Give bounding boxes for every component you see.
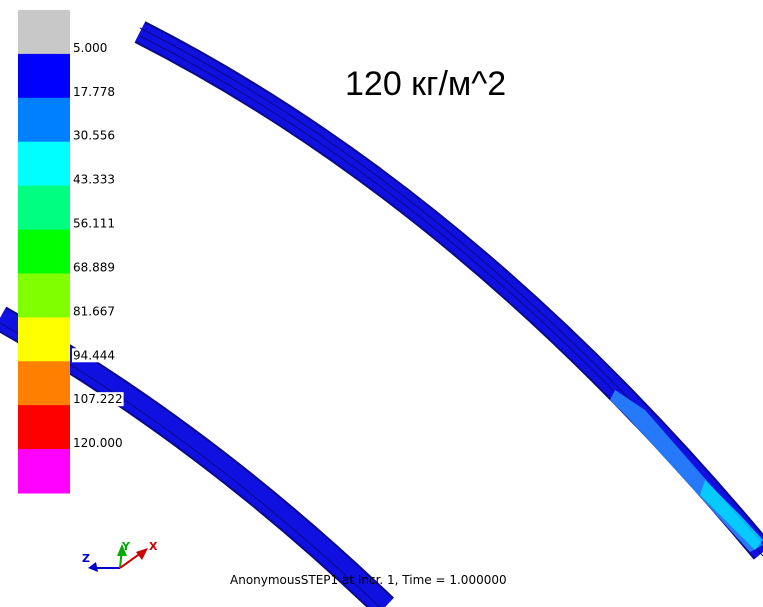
model-view: 5.000 17.778 30.556 43.333 56.111 68.889 81.66… xyxy=(0,0,763,607)
axis-y: Y xyxy=(121,540,131,553)
legend-band xyxy=(18,10,70,54)
legend-label: 5.000 xyxy=(73,41,107,55)
axis-triad: Z Y X xyxy=(82,540,158,572)
legend-band xyxy=(18,405,70,449)
axis-z: Z xyxy=(82,552,90,565)
legend-label: 68.889 xyxy=(73,260,115,274)
axis-x: X xyxy=(149,540,158,553)
legend-label: 17.778 xyxy=(73,85,115,99)
legend-label: 81.667 xyxy=(73,304,115,318)
legend-band xyxy=(18,186,70,230)
legend-label: 107.222 xyxy=(73,392,123,406)
legend-label: 30.556 xyxy=(73,129,115,143)
legend-band xyxy=(18,142,70,186)
title: 120 кг/м^2 xyxy=(345,65,506,103)
legend-band xyxy=(18,54,70,98)
legend-band xyxy=(18,361,70,405)
footer: AnonymousSTEP1 at Incr. 1, Time = 1.0000… xyxy=(230,573,507,587)
legend-band xyxy=(18,273,70,317)
legend-label: 94.444 xyxy=(73,348,115,362)
legend-label: 43.333 xyxy=(73,173,115,187)
legend-band xyxy=(18,449,70,493)
legend-label: 56.111 xyxy=(73,217,115,231)
legend-label: 120.000 xyxy=(73,436,123,450)
legend: 5.000 17.778 30.556 43.333 56.111 68.889 81.66… xyxy=(18,10,124,494)
legend-band xyxy=(18,317,70,361)
viewport: 5.000 17.778 30.556 43.333 56.111 68.889 81.66… xyxy=(0,0,763,607)
legend-band xyxy=(18,98,70,142)
legend-band xyxy=(18,230,70,274)
